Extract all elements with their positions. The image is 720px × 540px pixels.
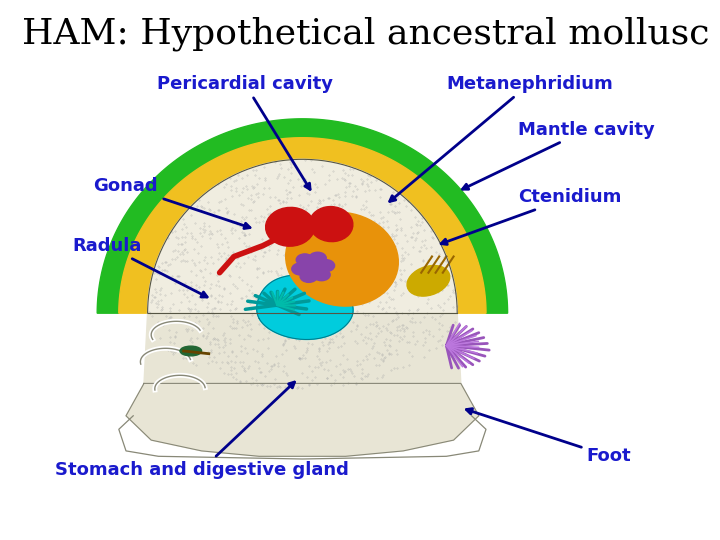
Text: HAM: Hypothetical ancestral mollusc: HAM: Hypothetical ancestral mollusc (22, 16, 709, 51)
Polygon shape (126, 313, 479, 456)
Polygon shape (97, 119, 508, 313)
Ellipse shape (309, 252, 326, 264)
Polygon shape (119, 138, 486, 313)
Ellipse shape (266, 207, 315, 246)
Ellipse shape (407, 266, 450, 296)
Text: Metanephridium: Metanephridium (390, 75, 613, 201)
Polygon shape (148, 159, 457, 313)
Text: Stomach and digestive gland: Stomach and digestive gland (55, 382, 348, 479)
Text: Pericardial cavity: Pericardial cavity (157, 75, 333, 190)
Ellipse shape (296, 254, 313, 266)
Text: Gonad: Gonad (94, 177, 250, 228)
Ellipse shape (300, 271, 318, 282)
Ellipse shape (292, 263, 309, 275)
Text: Mantle cavity: Mantle cavity (462, 120, 655, 189)
Ellipse shape (180, 346, 202, 356)
Ellipse shape (286, 212, 398, 306)
Text: Radula: Radula (72, 237, 207, 297)
Text: Foot: Foot (467, 409, 631, 465)
Polygon shape (257, 275, 353, 340)
Ellipse shape (318, 260, 335, 272)
Ellipse shape (306, 262, 320, 272)
Ellipse shape (313, 269, 330, 281)
Polygon shape (148, 313, 457, 389)
Text: Ctenidium: Ctenidium (441, 188, 622, 245)
Ellipse shape (310, 207, 353, 241)
